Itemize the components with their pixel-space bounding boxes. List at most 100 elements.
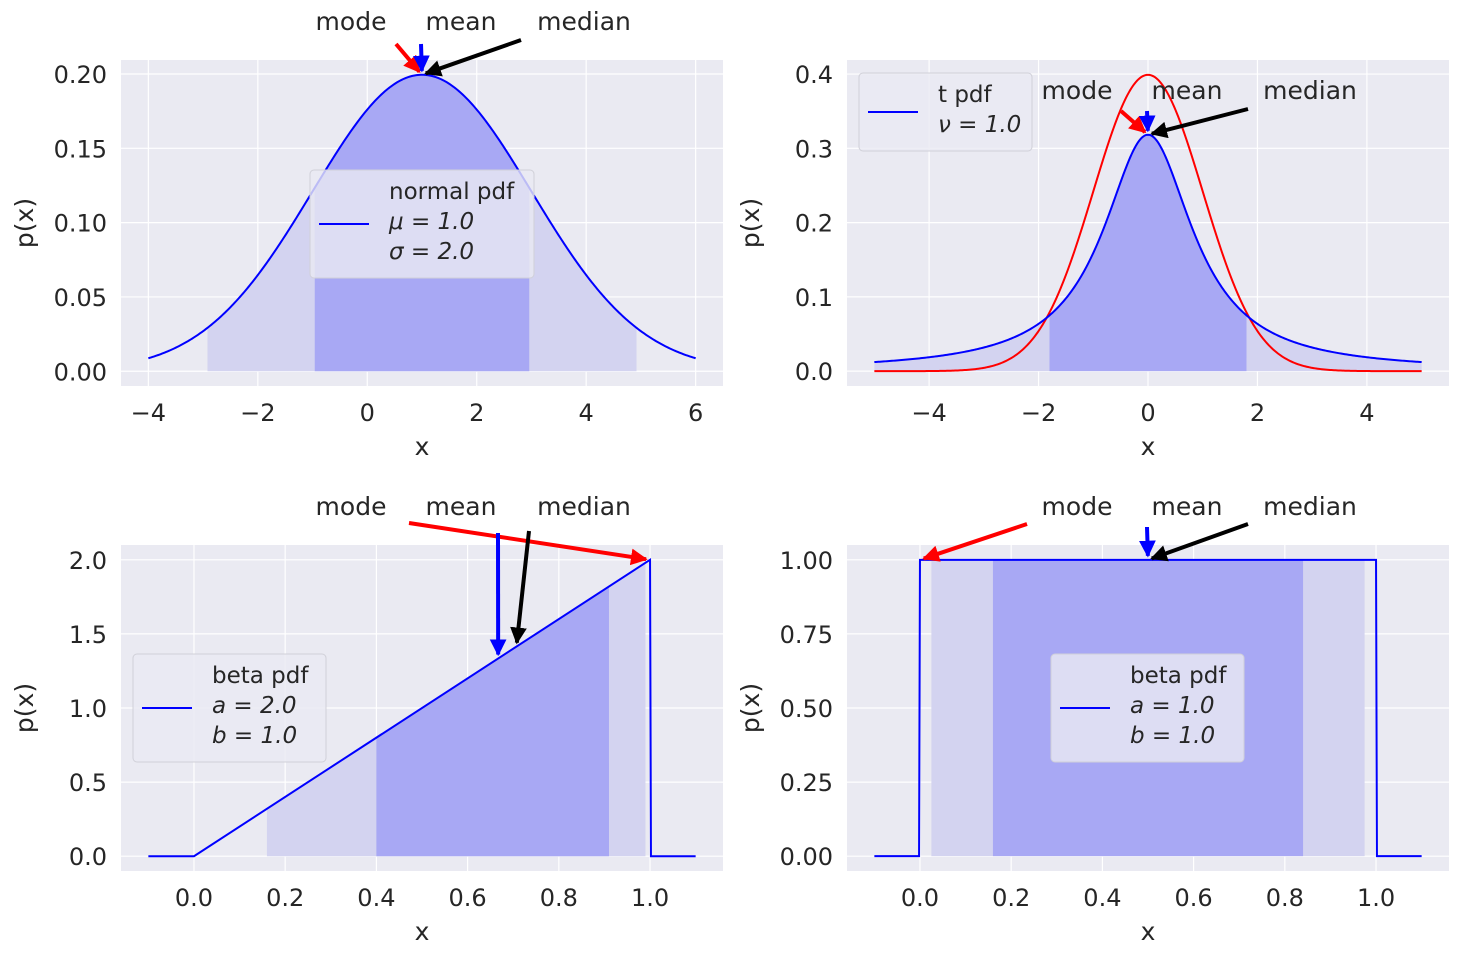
y-tick-label: 0.0 <box>795 358 833 386</box>
y-tick-label: 1.0 <box>69 695 107 723</box>
y-axis-label: p(x) <box>736 198 765 248</box>
legend-frame <box>132 653 327 763</box>
y-tick-label: 0.75 <box>780 621 833 649</box>
x-tick-label: 2 <box>1250 399 1265 427</box>
x-tick-label: 0.4 <box>357 884 395 912</box>
x-tick-label: 6 <box>688 399 703 427</box>
legend-title: t pdf <box>938 82 993 108</box>
x-tick-label: −4 <box>131 399 166 427</box>
annotation-arrow-median <box>510 530 531 645</box>
pdf-curve <box>874 133 1422 364</box>
annotation-arrow-mean <box>1139 526 1156 558</box>
x-tick-label: 2 <box>469 399 484 427</box>
x-tick-label: 0.0 <box>901 884 939 912</box>
x-tick-label: 0.4 <box>1083 884 1121 912</box>
x-axis-label: x <box>1141 432 1156 461</box>
x-tick-label: 0.6 <box>449 884 487 912</box>
annotation-arrow-mean <box>412 43 430 73</box>
annotation-arrow-median <box>1150 107 1249 139</box>
x-tick-label: 0 <box>360 399 375 427</box>
legend-param: σ = 2.0 <box>389 239 474 265</box>
annotation-label-mean: mean <box>1152 492 1223 521</box>
annotation-arrow-median <box>1150 522 1249 562</box>
y-tick-label: 0.3 <box>795 135 833 163</box>
annotation-label-median: median <box>1263 76 1357 105</box>
x-tick-label: −2 <box>240 399 275 427</box>
chart-t: −4 −2 0 2 4 0.0 0.1 0.2 0.3 0.4 x p(x) t pdf ν = 1.0 m… <box>736 60 1449 461</box>
y-tick-label: 1.5 <box>69 621 107 649</box>
y-tick-label: 0.05 <box>54 284 107 312</box>
annotation-label-mode: mode <box>1042 492 1113 521</box>
legend-frame <box>309 169 535 279</box>
annotation-label-mode: mode <box>316 492 387 521</box>
y-tick-label: 1.00 <box>780 547 833 575</box>
y-tick-label: 0.25 <box>780 769 833 797</box>
x-tick-label: 1.0 <box>1357 884 1395 912</box>
x-axis-label: x <box>415 917 430 946</box>
x-tick-label: 0.2 <box>266 884 304 912</box>
legend: beta pdf a = 1.0 b = 1.0 <box>1050 653 1245 763</box>
legend-param: b = 1.0 <box>212 723 297 749</box>
x-tick-label: 0.6 <box>1175 884 1213 912</box>
y-axis-label: p(x) <box>10 683 39 733</box>
annotation-label-mean: mean <box>426 7 497 36</box>
legend-param: a = 1.0 <box>1130 693 1215 719</box>
y-tick-label: 2.0 <box>69 547 107 575</box>
shaded-region-inner <box>376 586 609 857</box>
y-tick-label: 0.50 <box>780 695 833 723</box>
legend-title: normal pdf <box>389 179 515 205</box>
annotation-label-mode: mode <box>316 7 387 36</box>
legend-title: beta pdf <box>212 663 309 689</box>
x-tick-label: 0.2 <box>992 884 1030 912</box>
y-tick-label: 0.1 <box>795 284 833 312</box>
annotation-label-mean: mean <box>426 492 497 521</box>
x-tick-label: −2 <box>1021 399 1056 427</box>
x-tick-label: 4 <box>1359 399 1374 427</box>
annotation-label-median: median <box>537 7 631 36</box>
annotation-label-median: median <box>537 492 631 521</box>
legend-param: a = 2.0 <box>212 693 297 719</box>
annotation-arrow-median <box>424 38 522 77</box>
x-tick-label: 1.0 <box>631 884 669 912</box>
legend: beta pdf a = 2.0 b = 1.0 <box>132 653 327 763</box>
y-axis-label: p(x) <box>736 683 765 733</box>
reference-normal-curve <box>874 73 1422 373</box>
annotation-label-mode: mode <box>1042 76 1113 105</box>
legend-param: b = 1.0 <box>1130 723 1215 749</box>
chart-beta11: 0.0 0.2 0.4 0.6 0.8 1.0 0.00 0.25 0.50 0.75 1.00 x p… <box>736 492 1449 946</box>
y-tick-label: 0.4 <box>795 61 833 89</box>
y-tick-label: 0.0 <box>69 843 107 871</box>
y-axis-label: p(x) <box>10 198 39 248</box>
y-tick-label: 0.15 <box>54 135 107 163</box>
chart-beta21: 0.0 0.2 0.4 0.6 0.8 1.0 0.0 0.5 1.0 1.5 2.0 x p(x) be… <box>10 492 723 946</box>
legend-frame <box>858 72 1033 152</box>
x-axis-label: x <box>1141 917 1156 946</box>
legend-param: ν = 1.0 <box>938 112 1021 138</box>
y-tick-label: 0.00 <box>54 358 107 386</box>
y-tick-label: 0.10 <box>54 210 107 238</box>
y-tick-label: 0.20 <box>54 61 107 89</box>
x-tick-label: 0.8 <box>540 884 578 912</box>
y-tick-label: 0.00 <box>780 843 833 871</box>
annotation-arrow-mode <box>922 522 1028 562</box>
legend: t pdf ν = 1.0 <box>858 72 1033 152</box>
legend: normal pdf μ = 1.0 σ = 2.0 <box>309 169 535 279</box>
x-tick-label: 0.8 <box>1266 884 1304 912</box>
chart-normal: −4 −2 0 2 4 6 0.00 0.05 0.10 0.15 0.20 x p(x) normal … <box>10 7 723 461</box>
x-tick-label: 0.0 <box>175 884 213 912</box>
annotation-arrow-mean <box>1138 110 1156 133</box>
pdf-curve <box>148 73 696 360</box>
x-tick-label: 0 <box>1140 399 1155 427</box>
pdf-curve <box>148 557 696 858</box>
pdf-curve <box>874 558 1422 858</box>
legend-frame <box>1050 653 1245 763</box>
legend-param: μ = 1.0 <box>388 209 474 235</box>
annotation-label-mean: mean <box>1152 76 1223 105</box>
x-axis-label: x <box>415 432 430 461</box>
legend-title: beta pdf <box>1130 663 1227 689</box>
annotation-label-median: median <box>1263 492 1357 521</box>
y-tick-label: 0.5 <box>69 769 107 797</box>
shaded-region-inner <box>1049 134 1247 372</box>
y-tick-label: 0.2 <box>795 210 833 238</box>
